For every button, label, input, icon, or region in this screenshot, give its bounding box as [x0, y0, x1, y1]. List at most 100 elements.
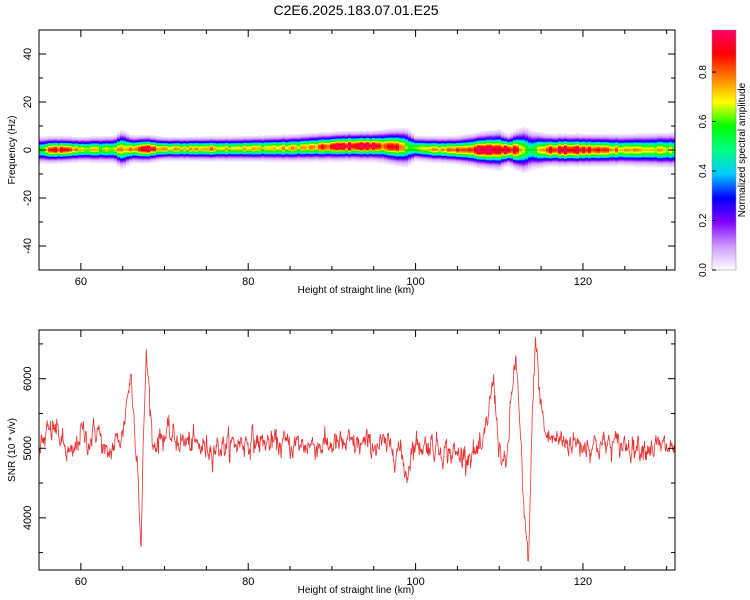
- heatmap-cell: [501, 138, 505, 140]
- heatmap-cell: [177, 156, 181, 158]
- heatmap-cell: [45, 137, 49, 139]
- heatmap-cell: [396, 149, 400, 151]
- heatmap-cell: [519, 164, 523, 166]
- heatmap-cell: [171, 151, 175, 153]
- heatmap-cell: [321, 146, 325, 148]
- heatmap-cell: [366, 143, 370, 145]
- heatmap-cell: [165, 159, 169, 161]
- heatmap-cell: [486, 140, 490, 142]
- heatmap-cell: [462, 147, 466, 149]
- heatmap-cell: [180, 144, 184, 146]
- heatmap-cell: [108, 140, 112, 142]
- heatmap-cell: [300, 136, 304, 138]
- heatmap-cell: [171, 137, 175, 139]
- heatmap-cell: [486, 138, 490, 140]
- heatmap-cell: [447, 151, 451, 153]
- heatmap-cell: [45, 159, 49, 161]
- heatmap-cell: [123, 162, 127, 164]
- heatmap-cell: [153, 150, 157, 152]
- heatmap-cell: [543, 137, 547, 139]
- heatmap-cell: [405, 128, 409, 130]
- heatmap-cell: [432, 140, 436, 142]
- heatmap-cell: [204, 158, 208, 160]
- heatmap-cell: [405, 138, 409, 140]
- heatmap-cell: [273, 149, 277, 151]
- heatmap-cell: [381, 155, 385, 157]
- heatmap-cell: [75, 154, 79, 156]
- heatmap-cell: [249, 147, 253, 149]
- heatmap-cell: [210, 140, 214, 142]
- heatmap-cell: [273, 157, 277, 159]
- heatmap-cell: [246, 158, 250, 160]
- heatmap-cell: [228, 159, 232, 161]
- heatmap-cell: [258, 156, 262, 158]
- heatmap-cell: [171, 155, 175, 157]
- heatmap-cell: [216, 146, 220, 148]
- heatmap-cell: [387, 134, 391, 136]
- heatmap-cell: [516, 143, 520, 145]
- heatmap-cell: [156, 154, 160, 156]
- heatmap-cell: [465, 157, 469, 159]
- heatmap-cell: [261, 142, 265, 144]
- heatmap-cell: [444, 162, 448, 164]
- heatmap-cell: [129, 157, 133, 159]
- heatmap-cell: [237, 148, 241, 150]
- heatmap-cell: [507, 145, 511, 147]
- heatmap-cell: [60, 156, 64, 158]
- heatmap-cell: [99, 146, 103, 148]
- heatmap-cell: [318, 137, 322, 139]
- heatmap-cell: [480, 165, 484, 167]
- heatmap-cell: [294, 156, 298, 158]
- heatmap-cell: [396, 159, 400, 161]
- heatmap-cell: [132, 139, 136, 141]
- heatmap-cell: [387, 139, 391, 141]
- heatmap-cell: [399, 142, 403, 144]
- heatmap-cell: [441, 147, 445, 149]
- heatmap-cell: [324, 154, 328, 156]
- heatmap-cell: [531, 135, 535, 137]
- heatmap-cell: [465, 136, 469, 138]
- heatmap-cell: [498, 149, 502, 151]
- heatmap-cell: [54, 145, 58, 147]
- heatmap-cell: [402, 135, 406, 137]
- heatmap-cell: [276, 136, 280, 138]
- heatmap-cell: [336, 157, 340, 159]
- heatmap-cell: [66, 151, 70, 153]
- heatmap-cell: [483, 141, 487, 143]
- heatmap-cell: [174, 142, 178, 144]
- heatmap-cell: [255, 153, 259, 155]
- heatmap-cell: [225, 155, 229, 157]
- heatmap-cell: [390, 158, 394, 160]
- heatmap-cell: [288, 136, 292, 138]
- heatmap-cell: [405, 137, 409, 139]
- heatmap-cell: [324, 156, 328, 158]
- heatmap-cell: [441, 156, 445, 158]
- heatmap-cell: [426, 137, 430, 139]
- heatmap-cell: [87, 161, 91, 163]
- heatmap-cell: [231, 154, 235, 156]
- heatmap-cell: [408, 157, 412, 159]
- heatmap-cell: [504, 161, 508, 163]
- heatmap-cell: [225, 157, 229, 159]
- heatmap-cell: [534, 147, 538, 149]
- heatmap-cell: [69, 158, 73, 160]
- heatmap-cell: [102, 147, 106, 149]
- heatmap-cell: [204, 147, 208, 149]
- heatmap-cell: [117, 156, 121, 158]
- heatmap-cell: [498, 169, 502, 171]
- heatmap-cell: [246, 138, 250, 140]
- heatmap-cell: [372, 156, 376, 158]
- heatmap-cell: [243, 153, 247, 155]
- heatmap-cell: [141, 158, 145, 160]
- heatmap-cell: [522, 159, 526, 161]
- heatmap-cell: [474, 155, 478, 157]
- heatmap-cell: [540, 135, 544, 137]
- heatmap-cell: [123, 159, 127, 161]
- heatmap-cell: [273, 144, 277, 146]
- heatmap-cell: [216, 145, 220, 147]
- heatmap-cell: [522, 130, 526, 132]
- heatmap-cell: [66, 149, 70, 151]
- heatmap-cell: [321, 160, 325, 162]
- heatmap-cell: [459, 160, 463, 162]
- heatmap-cell: [429, 155, 433, 157]
